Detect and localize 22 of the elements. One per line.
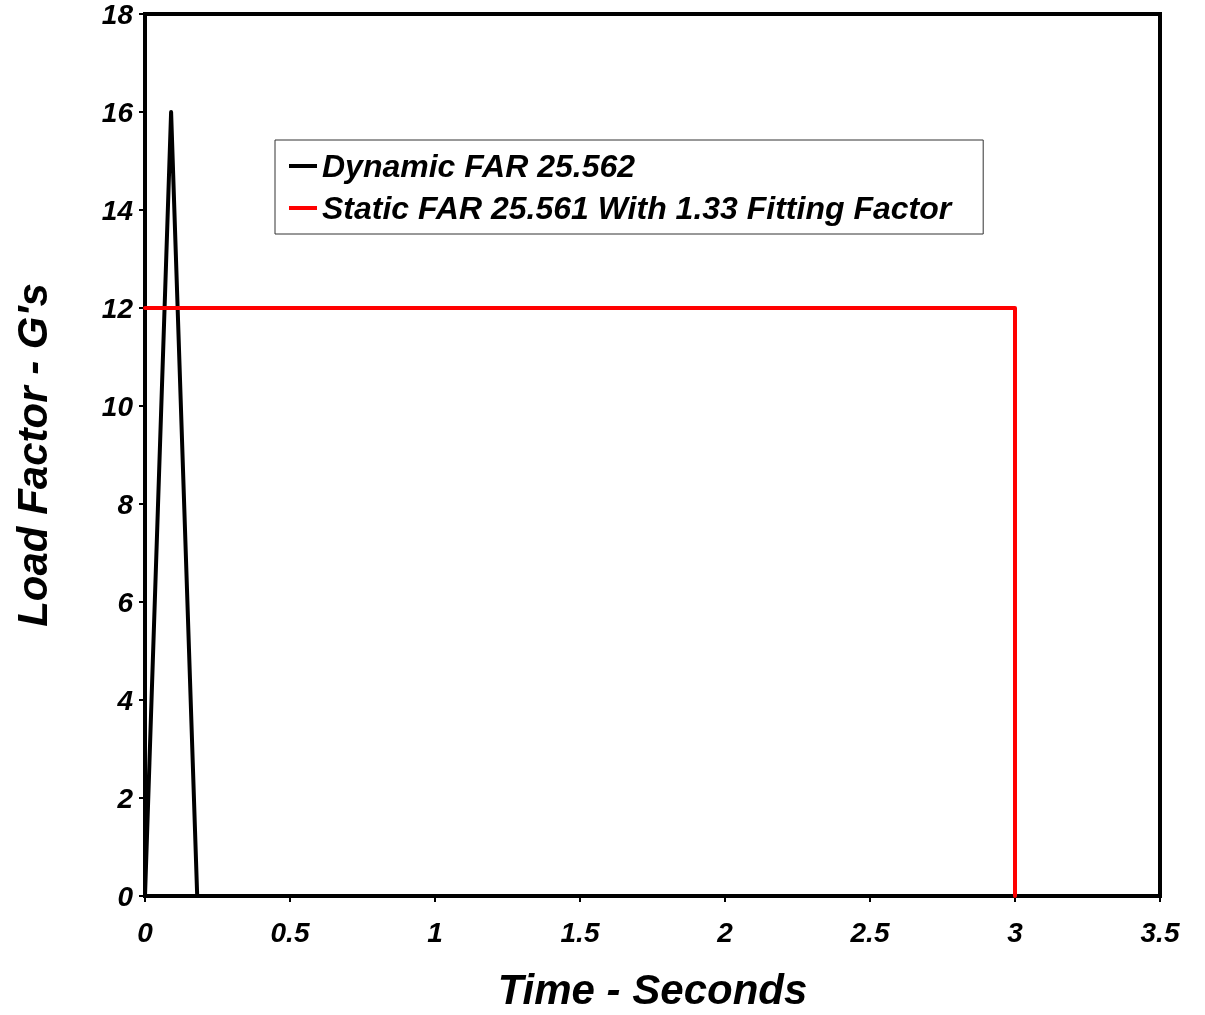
x-axis-title: Time - Seconds (497, 965, 808, 1013)
y-tick-label: 14 (101, 194, 134, 226)
y-tick-label: 16 (101, 96, 134, 128)
y-axis-title: Load Factor - G's (8, 283, 56, 627)
x-tick-label: 3 (1007, 916, 1024, 948)
y-tick-label: 12 (101, 292, 134, 324)
x-tick-label: 3.5 (1140, 916, 1180, 948)
x-tick-label: 1.5 (560, 916, 600, 948)
y-tick-label: 10 (101, 390, 134, 422)
legend-label: Dynamic FAR 25.562 (322, 148, 636, 184)
legend-label: Static FAR 25.561 With 1.33 Fitting Factor (322, 190, 953, 226)
x-tick-label: 2 (716, 916, 734, 948)
y-tick-label: 0 (117, 880, 134, 912)
y-tick-label: 4 (116, 684, 134, 716)
y-tick-label: 2 (116, 782, 134, 814)
y-tick-label: 8 (117, 488, 134, 520)
x-tick-label: 1 (427, 916, 443, 948)
x-tick-label: 0 (137, 916, 154, 948)
y-tick-label: 6 (117, 586, 134, 618)
x-tick-label: 0.5 (270, 916, 310, 948)
y-tick-label: 18 (101, 0, 134, 30)
x-tick-label: 2.5 (849, 916, 890, 948)
